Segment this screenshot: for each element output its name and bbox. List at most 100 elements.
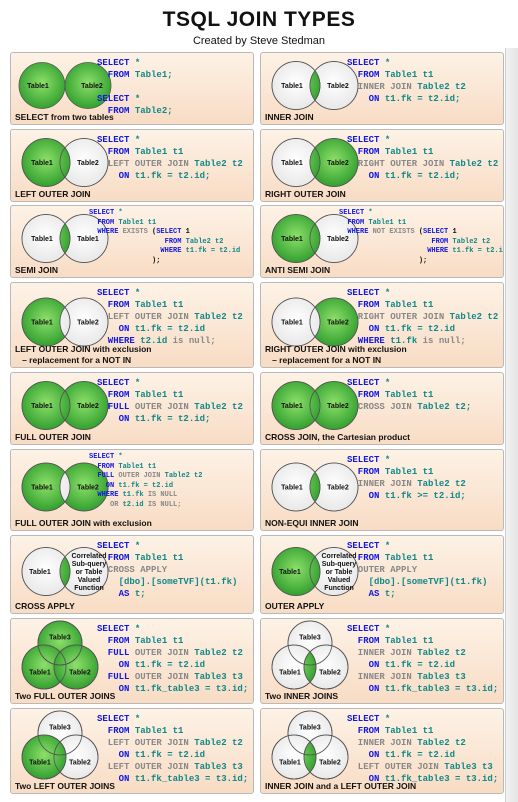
code-line: FROM Table1 t1 (347, 725, 498, 737)
code-token: Table1; (134, 70, 173, 80)
venn-outline (271, 381, 321, 430)
code-line: ON t1.fk = t2.id (97, 749, 248, 761)
code-token: * (368, 209, 373, 217)
venn-label-table2: Table2 (69, 670, 91, 677)
code-line: SELECT * (97, 623, 248, 635)
code-line: INNER JOIN Table3 t3 (347, 671, 498, 683)
code-line: ON t1.fk = t2.id (347, 659, 498, 671)
code-token: is null; (172, 336, 216, 346)
code-token: t; (384, 589, 396, 599)
venn-diagram: Table1 Table2 (271, 462, 359, 512)
code-token: WHERE (89, 247, 186, 255)
code-token: ON (347, 324, 385, 334)
code-token: Table3 t3 (444, 762, 493, 772)
code-line: WHERE t1.fk is null; (347, 335, 498, 347)
code-token: * (134, 58, 141, 68)
code-token: FROM (347, 726, 385, 736)
sql-code: SELECT * FROM Table1 t1 FULL OUTER JOIN … (97, 377, 243, 425)
code-line: ON t1.fk_table3 = t3.id; (347, 683, 499, 695)
panel-anti-semi-join: Table1 Table2 SELECT * FROM Table1 t1 WHER… (260, 205, 504, 278)
venn-label-table2: Table2 (327, 403, 349, 410)
code-token: ON (347, 94, 385, 104)
code-token: t1.fk = t2.id (134, 324, 206, 334)
code-token: ON (97, 750, 135, 760)
code-line: CROSS JOIN Table2 t2; (347, 401, 471, 413)
code-line: SELECT * (97, 287, 243, 299)
code-token: FROM (97, 300, 135, 310)
code-token: NOT EXISTS (372, 228, 419, 236)
code-token: Table2 t2 (194, 738, 243, 748)
code-line: SELECT * (339, 209, 503, 219)
venn-diagram: Table1 Table2 Table3 (21, 710, 99, 780)
code-token: t1.fk (390, 336, 423, 346)
code-token: FROM (347, 390, 385, 400)
sql-code: SELECT * FROM Table1 t1 LEFT OUTER JOIN … (97, 287, 243, 347)
code-line: ON t1.fk = t2.id; (97, 170, 243, 182)
code-token: SELECT (97, 58, 135, 68)
code-token: ON (89, 481, 119, 490)
venn-diagram: Table1 Table2 (271, 61, 359, 110)
code-token: Table2 t2 (449, 159, 499, 169)
panel-full-outer-join-exclusion: Table1 Table2 SELECT * FROM Table1 t1 FULL… (10, 449, 254, 531)
venn-outline (309, 214, 359, 263)
code-token: * (384, 714, 391, 724)
code-token: * (384, 288, 391, 298)
code-line: LEFT OUTER JOIN Table3 t3 (347, 761, 498, 773)
venn-label-table1: Table1 (29, 670, 51, 677)
code-line: SELECT * (347, 287, 498, 299)
code-token: SELECT (423, 228, 453, 236)
code-line: ON t1.fk = t2.id (89, 482, 202, 492)
code-token: t1.fk_table3 = t3.id; (384, 684, 499, 694)
code-line: SELECT * (97, 713, 248, 725)
venn-label-table2: Table2 (327, 485, 349, 492)
code-token: ON (347, 491, 385, 501)
poster-subtitle: Created by Steve Stedman (192, 35, 326, 47)
venn-diagram: Table1 Table2 (21, 297, 109, 347)
code-token: SELECT (97, 714, 135, 724)
code-token: * (134, 624, 141, 634)
venn-outline (21, 462, 71, 512)
code-line: FROM Table2 t2 (89, 238, 240, 248)
code-token: t1.fk = t2.id (384, 324, 456, 334)
code-token: SELECT (89, 453, 119, 461)
code-line: WHERE NOT EXISTS (SELECT 1 (339, 228, 503, 238)
sql-code: SELECT * FROM Table1 t1 RIGHT OUTER JOIN… (347, 134, 498, 182)
venn-outline (21, 547, 71, 596)
code-line: SELECT * (347, 540, 487, 552)
panel-full-outer-join: Table1 Table2 SELECT * FROM Table1 t1 FULL… (10, 372, 254, 445)
code-line: FULL OUTER JOIN Table2 t2 (97, 647, 248, 659)
venn-outline (271, 644, 317, 690)
venn-diagram: Table1 Table2 (21, 462, 109, 512)
code-line: FROM Table1 t1 (89, 219, 240, 229)
code-token: Table1 t1 (384, 300, 434, 310)
code-line: SELECT * (97, 377, 243, 389)
code-token: Table2 t2 (417, 648, 466, 658)
code-token: ( (418, 228, 424, 236)
panel-caption: CROSS APPLY (15, 601, 75, 611)
code-token: IS NULL (147, 491, 178, 499)
venn-diagram: Table1 Table2 (271, 138, 359, 187)
code-token: t1.fk = t2.id (384, 750, 456, 760)
code-token: t1.fk = t2.id; (134, 414, 211, 424)
venn-label-table3: Table3 (299, 725, 321, 732)
venn-label-table1: Table1 (31, 320, 53, 327)
venn-label-table1: Table1 (281, 485, 303, 492)
venn-diagram: Table1 Table2 (21, 381, 109, 430)
venn-label-table1: Table1 (31, 403, 53, 410)
code-token: FULL (89, 472, 119, 480)
code-token: INNER JOIN (347, 82, 418, 92)
panel-caption: CROSS JOIN, the Cartesian product (265, 432, 410, 442)
code-line: SELECT * (347, 134, 498, 146)
sql-code: SELECT * FROM Table1; SELECT * FROM Tabl… (97, 57, 173, 117)
code-token: FROM (347, 467, 385, 477)
panel-outer-apply: Table1 Correlated Sub-query or Table Valued F… (260, 535, 504, 614)
venn-outline (59, 381, 109, 430)
code-token: AS (347, 589, 385, 599)
code-token: FROM (347, 147, 385, 157)
code-token: Table1 t1 (384, 553, 434, 563)
code-token: ON (97, 414, 135, 424)
code-token: Table1 t1 (384, 636, 434, 646)
venn-label-table3: Table3 (299, 635, 321, 642)
code-token: * (384, 624, 391, 634)
code-token: FROM (97, 636, 135, 646)
